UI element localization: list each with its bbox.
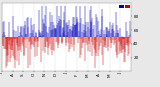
Bar <box>119 5 124 8</box>
Bar <box>125 5 130 8</box>
